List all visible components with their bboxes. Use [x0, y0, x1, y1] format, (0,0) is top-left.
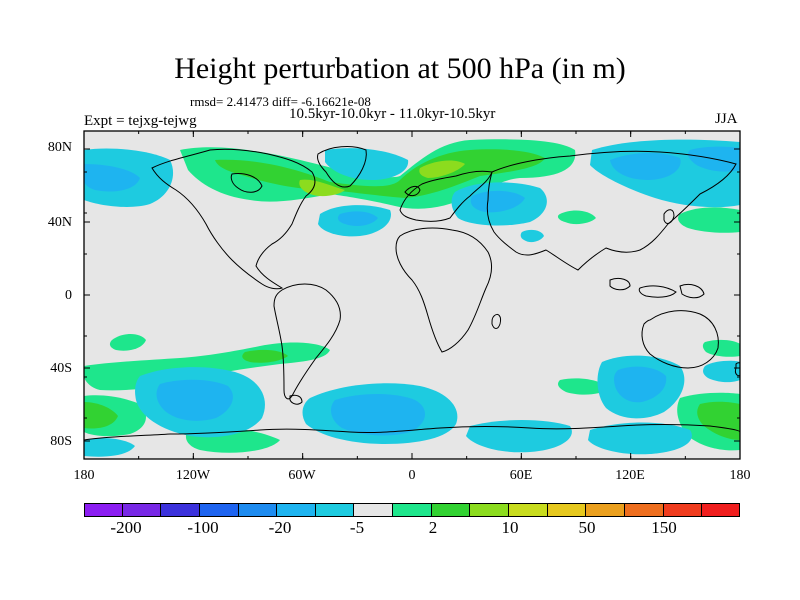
- antarctic-negative-2: [588, 422, 692, 455]
- north-pacific-negative-core: [84, 164, 140, 192]
- europe-negative-core: [470, 190, 525, 213]
- colorbar-swatch: [354, 503, 394, 517]
- chart-title: Height perturbation at 500 hPa (in m): [174, 52, 626, 85]
- northern-positive-peak-2: [419, 160, 465, 178]
- south-pacific-negative-core: [156, 379, 233, 421]
- experiment-label: Expt = tejxg-tejwg: [84, 113, 197, 129]
- y-tick-label: 40S: [50, 361, 72, 376]
- x-tick-label: 180: [729, 468, 751, 483]
- colorbar-swatch: [122, 503, 162, 517]
- tropical-positive-blob: [109, 334, 146, 351]
- coastlines: [84, 146, 740, 441]
- colorbar-label: 50: [578, 518, 596, 537]
- x-tick-label: 120E: [615, 468, 645, 483]
- colorbar-swatch: [547, 503, 587, 517]
- y-tick-label: 40N: [47, 215, 72, 230]
- x-tick-label: 120W: [175, 468, 211, 483]
- south-indian-positive: [558, 378, 610, 395]
- colorbar-swatch: [161, 503, 200, 517]
- colorbar-label: -5: [349, 518, 365, 537]
- atlantic-small-negative: [520, 229, 544, 243]
- y-tick-label: 0: [65, 288, 72, 303]
- australia-positive: [702, 339, 740, 357]
- colorbar-swatch: [431, 503, 471, 517]
- siberia-negative-core: [610, 152, 681, 180]
- colorbar-swatch: [277, 503, 316, 517]
- northern-positive-core: [215, 149, 545, 198]
- antarctic-west-negative: [84, 438, 135, 457]
- ne-pacific-positive: [678, 207, 740, 233]
- australia-negative: [703, 360, 740, 383]
- asia-positive: [557, 210, 596, 225]
- colorbar-swatch: [84, 503, 123, 517]
- colorbar-swatch: [199, 503, 239, 517]
- south-pacific-positive-core: [242, 349, 288, 363]
- colorbar-swatch: [702, 503, 740, 517]
- stats-subtitle: rmsd= 2.41473 diff= -6.16621e-08: [190, 94, 371, 109]
- colorbar-label: -200: [110, 518, 142, 537]
- colorbar-label: -20: [268, 518, 292, 537]
- south-indian-negative-core: [614, 366, 667, 403]
- x-tick-label: 0: [408, 468, 416, 483]
- colorbar-swatch: [470, 503, 510, 517]
- colorbar-swatch: [509, 503, 548, 517]
- x-tick-label: 60W: [288, 468, 316, 483]
- colorbar-swatch: [238, 503, 278, 517]
- colorbar-label: 10: [501, 518, 519, 537]
- west-atlantic-negative-core: [337, 211, 378, 226]
- sw-corner-positive-core: [84, 402, 118, 429]
- colorbar-swatch: [315, 503, 355, 517]
- y-tick-label: 80N: [47, 140, 72, 155]
- se-corner-positive-core: [697, 401, 740, 440]
- period-subtitle: 10.5kyr-10.0kyr - 11.0kyr-10.5kyr: [289, 106, 496, 122]
- colorbar-label: 2: [428, 518, 438, 537]
- colorbar-label: -100: [187, 518, 219, 537]
- antarctic-negative-1: [466, 420, 572, 453]
- alaska-negative: [325, 148, 409, 180]
- colorbar-swatch: [586, 503, 625, 517]
- x-tick-label: 180: [73, 468, 95, 483]
- axis-ticks: [83, 130, 741, 460]
- colorbar: [84, 503, 740, 517]
- y-tick-label: 80S: [50, 434, 72, 449]
- south-atlantic-negative-core: [330, 394, 426, 436]
- colorbar-label: 150: [651, 518, 677, 537]
- season-label: JJA: [715, 111, 738, 127]
- colorbar-swatch: [624, 503, 664, 517]
- colorbar-swatch: [663, 503, 703, 517]
- colorbar-swatch: [393, 503, 432, 517]
- x-tick-label: 60E: [509, 468, 533, 483]
